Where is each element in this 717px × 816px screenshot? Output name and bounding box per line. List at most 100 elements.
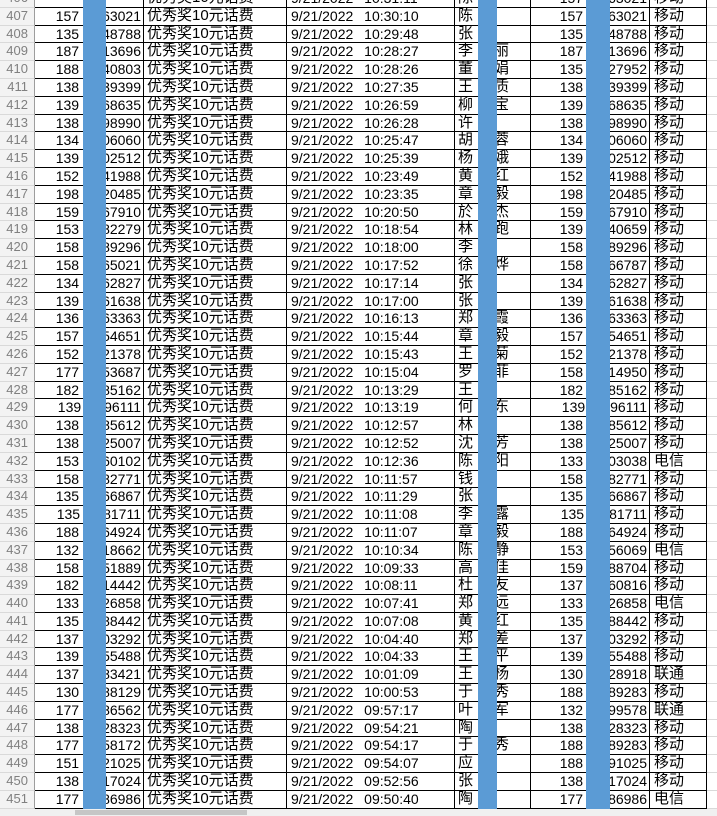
cell-prize[interactable]: 优秀奖10元话费 [144,345,287,364]
cell-carrier[interactable]: 移动 [650,43,707,62]
cell-carrier[interactable]: 移动 [650,523,707,542]
horizontal-scrollbar-thumb[interactable] [75,810,247,815]
cell-carrier[interactable]: 移动 [650,150,707,168]
cell-prize[interactable]: 优秀奖10元话费 [144,78,287,97]
row-number[interactable]: 437 [0,541,35,560]
row-number[interactable]: 442 [0,630,35,649]
cell-datetime[interactable]: 9/21/2022 10:00:53 [287,684,455,702]
cell-prize[interactable]: 优秀奖10元话费 [144,274,287,293]
cell-prize[interactable]: 优秀奖10元话费 [144,612,287,631]
row-number[interactable]: 435 [0,506,35,524]
cell-datetime[interactable]: 9/21/2022 10:28:26 [287,61,455,79]
cell-datetime[interactable]: 9/21/2022 10:11:08 [287,506,455,524]
cell-prize[interactable]: 优秀奖10元话费 [144,595,287,613]
row-number[interactable]: 413 [0,114,35,133]
cell-datetime[interactable]: 9/21/2022 10:15:43 [287,345,455,364]
cell-prize[interactable]: 优秀奖10元话费 [144,0,287,8]
cell-prize[interactable]: 优秀奖10元话费 [144,737,287,756]
cell-phone-left[interactable]: 182 85162 [35,381,144,400]
row-number[interactable]: 428 [0,381,35,400]
cell-datetime[interactable]: 9/21/2022 09:54:07 [287,755,455,774]
cell-datetime[interactable]: 9/21/2022 10:23:35 [287,185,455,204]
cell-prize[interactable]: 优秀奖10元话费 [144,292,287,311]
row-number[interactable]: 441 [0,612,35,631]
cell-datetime[interactable]: 9/21/2022 10:30:10 [287,7,455,26]
cell-carrier[interactable]: 移动 [650,7,707,26]
cell-prize[interactable]: 优秀奖10元话费 [144,239,287,257]
row-number[interactable]: 431 [0,434,35,453]
cell-carrier[interactable]: 移动 [650,256,707,275]
row-number[interactable]: 433 [0,470,35,489]
cell-prize[interactable]: 优秀奖10元话费 [144,221,287,240]
row-number[interactable]: 409 [0,43,35,62]
cell-datetime[interactable]: 9/21/2022 10:13:29 [287,381,455,400]
row-number[interactable]: 447 [0,719,35,738]
cell-datetime[interactable]: 9/21/2022 09:52:56 [287,773,455,791]
row-number[interactable]: 451 [0,790,35,809]
cell-datetime[interactable]: 9/21/2022 10:11:57 [287,470,455,489]
cell-datetime[interactable]: 9/21/2022 10:12:52 [287,434,455,453]
cell-datetime[interactable]: 9/21/2022 10:17:52 [287,256,455,275]
cell-prize[interactable]: 优秀奖10元话费 [144,167,287,186]
cell-carrier[interactable]: 移动 [650,381,707,400]
cell-prize[interactable]: 优秀奖10元话费 [144,790,287,809]
cell-prize[interactable]: 优秀奖10元话费 [144,150,287,168]
cell-carrier[interactable]: 移动 [650,399,707,418]
cell-datetime[interactable]: 9/21/2022 10:25:39 [287,150,455,168]
row-number[interactable]: 414 [0,132,35,151]
cell-prize[interactable]: 优秀奖10元话费 [144,132,287,151]
cell-carrier[interactable]: 移动 [650,488,707,507]
row-number[interactable]: 419 [0,221,35,240]
cell-prize[interactable]: 优秀奖10元话费 [144,773,287,791]
cell-carrier[interactable]: 移动 [650,648,707,667]
cell-datetime[interactable]: 9/21/2022 10:17:14 [287,274,455,293]
row-number[interactable]: 421 [0,256,35,275]
cell-carrier[interactable]: 移动 [650,203,707,222]
cell-prize[interactable]: 优秀奖10元话费 [144,506,287,524]
cell-carrier[interactable]: 移动 [650,506,707,524]
cell-carrier[interactable]: 移动 [650,684,707,702]
cell-carrier[interactable]: 移动 [650,0,707,8]
cell-datetime[interactable]: 9/21/2022 10:26:59 [287,96,455,115]
row-number[interactable]: 445 [0,684,35,702]
cell-carrier[interactable]: 移动 [650,737,707,756]
cell-carrier[interactable]: 电信 [650,541,707,560]
cell-datetime[interactable]: 9/21/2022 09:57:17 [287,701,455,720]
cell-prize[interactable]: 优秀奖10元话费 [144,523,287,542]
cell-carrier[interactable]: 移动 [650,239,707,257]
cell-prize[interactable]: 优秀奖10元话费 [144,470,287,489]
cell-carrier[interactable]: 移动 [650,132,707,151]
cell-prize[interactable]: 优秀奖10元话费 [144,381,287,400]
cell-datetime[interactable]: 9/21/2022 10:07:41 [287,595,455,613]
cell-carrier[interactable]: 移动 [650,345,707,364]
cell-datetime[interactable]: 9/21/2022 10:25:47 [287,132,455,151]
cell-prize[interactable]: 优秀奖10元话费 [144,541,287,560]
cell-datetime[interactable]: 9/21/2022 10:04:33 [287,648,455,667]
cell-carrier[interactable]: 移动 [650,773,707,791]
cell-prize[interactable]: 优秀奖10元话费 [144,256,287,275]
cell-carrier[interactable]: 移动 [650,719,707,738]
row-number[interactable]: 423 [0,292,35,311]
horizontal-scrollbar[interactable] [0,809,717,816]
row-number[interactable]: 424 [0,310,35,329]
cell-carrier[interactable]: 电信 [650,452,707,471]
cell-prize[interactable]: 优秀奖10元话费 [144,363,287,382]
row-number[interactable]: 422 [0,274,35,293]
row-number[interactable]: 410 [0,61,35,79]
cell-datetime[interactable]: 9/21/2022 10:23:49 [287,167,455,186]
cell-carrier[interactable]: 移动 [650,78,707,97]
cell-carrier[interactable]: 联通 [650,666,707,685]
cell-carrier[interactable]: 移动 [650,363,707,382]
cell-carrier[interactable]: 移动 [650,221,707,240]
cell-datetime[interactable]: 9/21/2022 10:27:35 [287,78,455,97]
cell-datetime[interactable]: 9/21/2022 10:12:57 [287,417,455,435]
cell-datetime[interactable]: 9/21/2022 10:07:08 [287,612,455,631]
cell-name[interactable]: 柳宝 [455,96,531,115]
cell-carrier[interactable]: 移动 [650,328,707,346]
row-number[interactable]: 420 [0,239,35,257]
row-number[interactable]: 430 [0,417,35,435]
row-number[interactable]: 417 [0,185,35,204]
cell-prize[interactable]: 优秀奖10元话费 [144,666,287,685]
cell-phone-left[interactable]: 139 68635 [35,96,144,115]
cell-carrier[interactable]: 移动 [650,470,707,489]
